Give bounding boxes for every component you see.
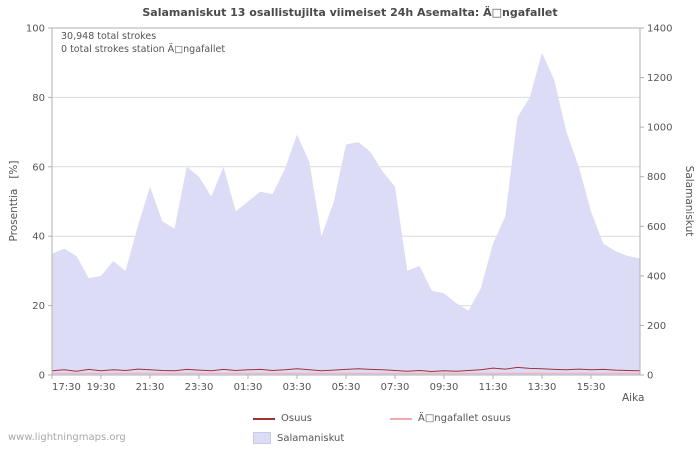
x-tick-label: 03:30	[283, 382, 312, 393]
y-left-tick-label: 100	[26, 24, 45, 35]
x-tick-label: 21:30	[136, 382, 165, 393]
y-right-tick-label: 1200	[647, 73, 672, 84]
y-axis-right-label: Salamaniskut	[683, 165, 695, 237]
y-axis-left-label: Prosenttia [%]	[8, 160, 20, 242]
legend-item-salamaniskut: Salamaniskut	[253, 432, 344, 444]
y-left-tick-label: 80	[32, 93, 45, 104]
x-axis-label: Aika	[622, 392, 645, 404]
legend-label-osuus: Osuus	[281, 413, 312, 424]
watermark: www.lightningmaps.org	[8, 432, 126, 443]
x-tick-label: 05:30	[332, 382, 361, 393]
line-osuus	[51, 366, 641, 373]
chart-title: Salamaniskut 13 osallistujilta viimeiset…	[142, 6, 558, 19]
y-right-tick-label: 1000	[647, 123, 672, 134]
x-tick-label: 19:30	[87, 382, 116, 393]
legend-label-station: Ä□ngafallet osuus	[418, 413, 511, 424]
y-left-tick-label: 0	[39, 371, 45, 382]
area-salamaniskut	[52, 52, 640, 376]
legend-item-station: Ä□ngafallet osuus	[390, 413, 511, 424]
x-tick-label: 15:30	[577, 382, 606, 393]
y-left-tick-label: 40	[32, 232, 45, 243]
legend-swatch-station	[390, 417, 412, 420]
x-tick-label: 13:30	[528, 382, 557, 393]
y-left-tick-label: 60	[32, 162, 45, 173]
y-right-tick-label: 1400	[647, 24, 672, 35]
y-right-tick-label: 800	[647, 172, 666, 183]
y-right-tick-label: 600	[647, 222, 666, 233]
x-tick-label: 23:30	[185, 382, 214, 393]
y-right-tick-label: 200	[647, 321, 666, 332]
legend-label-salamaniskut: Salamaniskut	[277, 432, 345, 444]
x-tick-label: 01:30	[234, 382, 263, 393]
y-right-tick-label: 0	[647, 371, 653, 382]
x-tick-label: 07:30	[381, 382, 410, 393]
station-strokes-annotation: 0 total strokes station Ä□ngafallet	[61, 44, 226, 55]
total-strokes-annotation: 30,948 total strokes	[61, 31, 157, 42]
legend-swatch-salamaniskut	[253, 432, 271, 444]
chart-legend: Osuus Ä□ngafallet osuus Salamaniskut	[253, 413, 583, 449]
x-tick-label: 09:30	[430, 382, 459, 393]
y-right-tick-label: 400	[647, 271, 666, 282]
x-tick-label: 17:30	[52, 382, 81, 393]
legend-swatch-osuus	[253, 417, 275, 420]
x-tick-label: 11:30	[479, 382, 508, 393]
y-left-tick-label: 20	[32, 301, 45, 312]
legend-item-osuus: Osuus	[253, 413, 312, 424]
